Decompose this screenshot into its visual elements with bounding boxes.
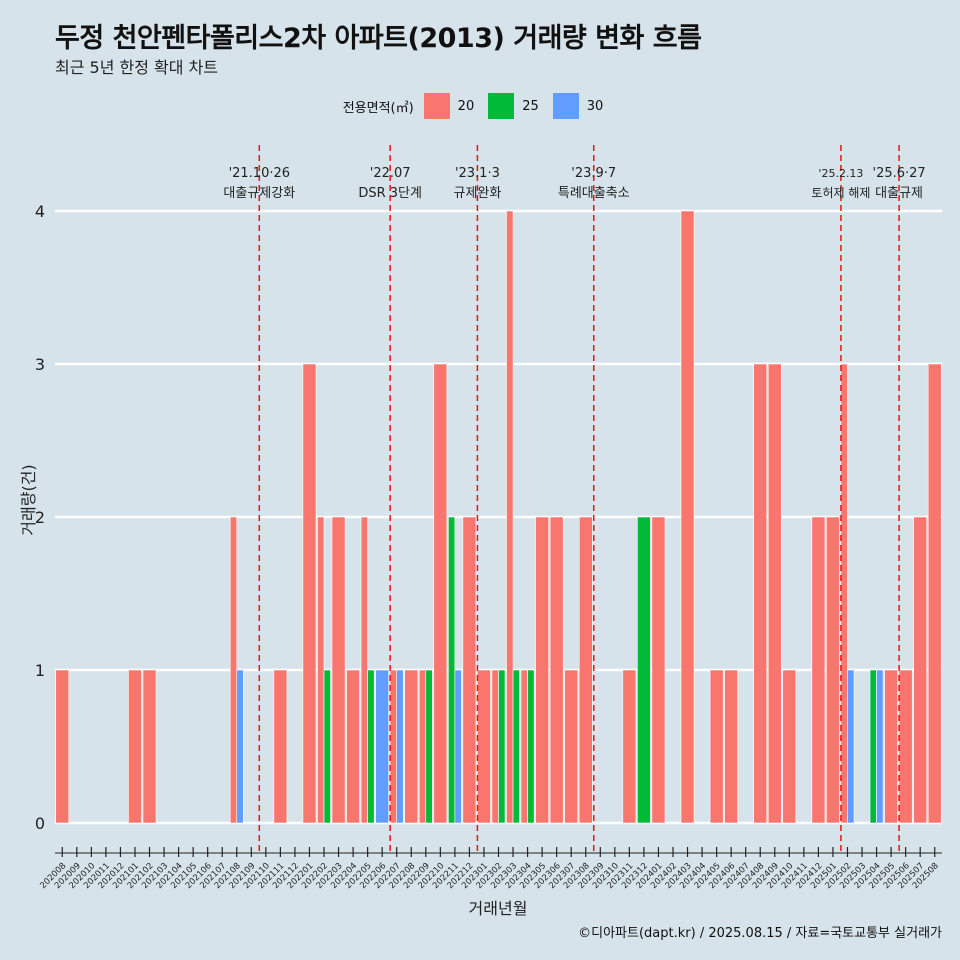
legend-key-20: [423, 93, 450, 119]
event-date-label: '25.2.13: [818, 167, 863, 180]
event-name-label: 특례대출축소: [558, 186, 630, 201]
event-name-label: 규제완화: [453, 186, 501, 201]
event-date-label: '21.10·26: [229, 166, 290, 181]
bar-30-202207: [396, 669, 404, 824]
bar-20-202008: [55, 669, 70, 824]
legend-title: 전용면적(㎡): [342, 100, 414, 116]
bar-20-202502: [840, 363, 848, 824]
event-date-label: '25.6·27: [873, 166, 926, 181]
event-name-label: 토허제 해제: [811, 186, 870, 200]
bar-30-202211: [454, 669, 462, 824]
bar-20-202405: [709, 669, 724, 824]
bar-20-202505: [884, 669, 898, 824]
event-date-label: '23.1·3: [455, 166, 500, 181]
bar-25-202304: [527, 669, 535, 824]
bar-20-202506: [898, 669, 913, 824]
bar-25-202303: [512, 669, 520, 824]
x-axis-title: 거래년월: [469, 899, 528, 918]
bar-20-202508: [927, 363, 942, 824]
event-date-label: '23.9·7: [571, 166, 616, 181]
bar-30-202108: [236, 669, 244, 824]
legend-item-30: 30: [552, 93, 604, 119]
bar-20-202207: [389, 669, 398, 824]
bar-20-202209: [418, 669, 427, 824]
y-tick-label: 0: [35, 814, 45, 833]
bar-25-202312: [637, 516, 651, 824]
bar-20-202204: [346, 669, 360, 824]
y-tick-label: 4: [35, 202, 45, 221]
bar-25-202211: [448, 516, 456, 824]
bar-20-202205: [360, 516, 368, 824]
chart-title: 두정 천안펜타폴리스2차 아파트(2013) 거래량 변화 흐름: [55, 23, 702, 54]
bar-20-202203: [331, 516, 346, 824]
bar-20-202401: [651, 516, 666, 824]
bar-20-202412: [811, 516, 826, 824]
legend-label-20: 20: [457, 98, 475, 114]
legend-key-25: [488, 93, 515, 119]
bar-20-202406: [724, 669, 738, 824]
legend-item-20: 20: [423, 93, 475, 119]
bar-20-202410: [782, 669, 797, 824]
bar-20-202202: [317, 516, 325, 824]
bar-20-202111: [273, 669, 288, 824]
bar-30-202502: [847, 669, 855, 824]
bar-20-202408: [753, 363, 768, 824]
event-name-label: DSR 3단계: [358, 186, 422, 201]
bar-25-202209: [425, 669, 433, 824]
bar-20-202501: [826, 516, 840, 824]
bar-20-202301: [477, 669, 491, 824]
bar-20-202307: [564, 669, 579, 824]
legend-item-25: 25: [488, 93, 539, 119]
event-name-label: 대출규제: [875, 186, 923, 201]
bar-20-202212: [462, 516, 477, 824]
bar-20-202507: [913, 516, 928, 824]
bar-25-202302: [498, 669, 506, 824]
bar-25-202202: [323, 669, 331, 824]
y-axis-title: 거래량(건): [19, 464, 38, 535]
bar-20-202201: [302, 363, 317, 824]
bar-20-202311: [622, 669, 637, 824]
bar-25-202205: [367, 669, 375, 824]
legend-label-30: 30: [586, 98, 604, 114]
caption: ©디아파트(dapt.kr) / 2025.08.15 / 자료=국토교통부 실…: [578, 926, 942, 941]
chart-subtitle: 최근 5년 한정 확대 차트: [55, 58, 219, 77]
bar-20-202306: [549, 516, 564, 824]
bar-20-202108: [229, 516, 238, 824]
bar-20-202305: [535, 516, 549, 824]
legend-label-25: 25: [522, 98, 539, 114]
y-tick-label: 1: [35, 661, 45, 680]
event-name-label: 대출규제강화: [223, 186, 295, 201]
y-tick-label: 2: [35, 508, 45, 527]
bar-30-202206: [375, 669, 390, 824]
bar-20-202409: [767, 363, 782, 824]
bar-20-202302: [491, 669, 499, 824]
y-tick-label: 3: [35, 355, 45, 374]
bar-20-202210: [433, 363, 448, 824]
bar-20-202308: [578, 516, 593, 824]
bar-20-202101: [128, 669, 142, 824]
bar-20-202304: [520, 669, 528, 824]
bar-20-202208: [404, 669, 419, 824]
legend: 전용면적(㎡) 20 25 30: [0, 93, 960, 119]
legend-key-30: [552, 93, 579, 119]
bar-20-202303: [506, 210, 514, 824]
bar-30-202504: [876, 669, 884, 824]
bar-20-202403: [680, 210, 695, 824]
bar-25-202504: [869, 669, 877, 824]
bar-20-202102: [142, 669, 157, 824]
event-date-label: '22.07: [370, 166, 411, 181]
